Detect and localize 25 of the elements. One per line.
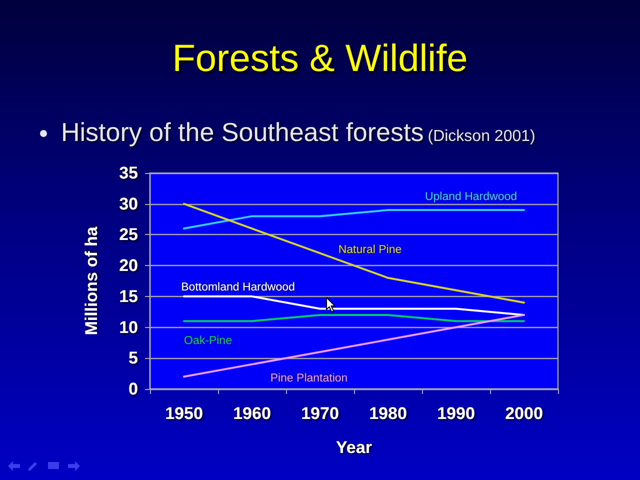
series-label: Natural Pine: [338, 244, 402, 256]
series-label: Bottomland Hardwood: [181, 281, 295, 294]
y-tick-label: 15: [119, 286, 138, 306]
y-tick-label: 5: [128, 348, 138, 368]
x-tick-label: 2000: [505, 404, 543, 423]
x-tick-label: 1980: [369, 404, 407, 423]
text: (Dickson 2001): [428, 128, 536, 145]
chart-title: Forests & Wildlife: [171, 37, 469, 82]
series-label: Pine Plantation: [270, 372, 348, 384]
series-label: Oak-Pine: [184, 335, 232, 348]
x-tick-label: 1960: [233, 404, 271, 423]
x-tick-label: 1950: [165, 404, 203, 423]
series-label: Upland Hardwood: [424, 191, 518, 204]
x-tick-label: 1970: [301, 404, 339, 423]
x-tick-label: 1990: [437, 404, 475, 423]
y-tick-label: 35: [119, 164, 138, 182]
y-axis-title: Millions of ha: [82, 226, 101, 336]
y-tick-label: 10: [119, 318, 138, 337]
y-tick-label: 0: [128, 380, 138, 398]
line-series: [183, 202, 525, 304]
y-tick-label: 30: [119, 194, 138, 214]
x-axis-title: Year: [336, 438, 372, 457]
y-tick-label: 20: [119, 256, 138, 276]
y-tick-label: 25: [119, 225, 138, 244]
chart-subtitle: History of the Southeast forests: [61, 117, 424, 147]
